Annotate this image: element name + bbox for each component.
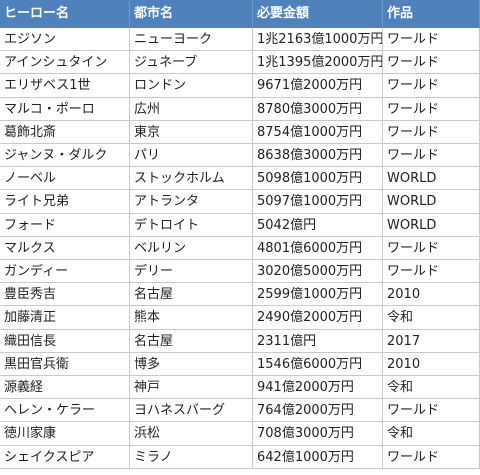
hero-name-cell: ヘレン・ケラー	[0, 399, 130, 423]
city-name-cell: デリー	[130, 260, 253, 284]
required-amount-cell: 4801億6000万円	[253, 236, 383, 260]
work-cell: 2010	[383, 352, 480, 376]
required-amount-cell: 5042億円	[253, 213, 383, 237]
work-cell: ワールド	[383, 51, 480, 75]
hero-name-cell: アインシュタイン	[0, 51, 130, 75]
hero-name-cell: 豊臣秀吉	[0, 283, 130, 307]
hero-name-cell: ノーベル	[0, 167, 130, 191]
hero-name-cell: マルクス	[0, 236, 130, 260]
work-cell: 2010	[383, 283, 480, 307]
city-name-cell: アトランタ	[130, 190, 253, 214]
city-name-cell: デトロイト	[130, 213, 253, 237]
work-cell: ワールド	[383, 260, 480, 284]
city-name-cell: ニューヨーク	[130, 28, 253, 52]
header-cell: ヒーロー名	[0, 0, 130, 28]
work-cell: 令和	[383, 422, 480, 446]
hero-name-cell: ライト兄弟	[0, 190, 130, 214]
hero-name-cell: エリザベス1世	[0, 74, 130, 98]
city-name-cell: 神戸	[130, 376, 253, 400]
work-cell: ワールド	[383, 74, 480, 98]
work-cell: ワールド	[383, 144, 480, 168]
city-name-cell: ストックホルム	[130, 167, 253, 191]
required-amount-cell: 8780億3000万円	[253, 97, 383, 121]
work-cell: WORLD	[383, 190, 480, 214]
work-cell: 令和	[383, 376, 480, 400]
city-name-cell: 博多	[130, 352, 253, 376]
required-amount-cell: 3020億5000万円	[253, 260, 383, 284]
city-name-cell: パリ	[130, 144, 253, 168]
work-cell: ワールド	[383, 28, 480, 52]
hero-name-cell: 加藤清正	[0, 306, 130, 330]
work-cell: WORLD	[383, 167, 480, 191]
required-amount-cell: 2490億2000万円	[253, 306, 383, 330]
hero-name-cell: 葛飾北斎	[0, 120, 130, 144]
hero-name-cell: 徳川家康	[0, 422, 130, 446]
city-name-cell: ロンドン	[130, 74, 253, 98]
required-amount-cell: 1兆1395億2000万円	[253, 51, 383, 75]
hero-name-cell: ジャンヌ・ダルク	[0, 144, 130, 168]
work-cell: ワールド	[383, 236, 480, 260]
work-cell: ワールド	[383, 399, 480, 423]
header-cell: 作品	[383, 0, 480, 28]
required-amount-cell: 2599億1000万円	[253, 283, 383, 307]
header-cell: 必要金額	[253, 0, 383, 28]
city-name-cell: 名古屋	[130, 329, 253, 353]
required-amount-cell: 5098億1000万円	[253, 167, 383, 191]
work-cell: 令和	[383, 306, 480, 330]
required-amount-cell: 941億2000万円	[253, 376, 383, 400]
required-amount-cell: 764億2000万円	[253, 399, 383, 423]
city-name-cell: 広州	[130, 97, 253, 121]
required-amount-cell: 642億1000万円	[253, 445, 383, 469]
city-name-cell: ヨハネスバーグ	[130, 399, 253, 423]
hero-name-cell: 織田信長	[0, 329, 130, 353]
city-name-cell: 熊本	[130, 306, 253, 330]
hero-name-cell: 黒田官兵衛	[0, 352, 130, 376]
city-name-cell: 浜松	[130, 422, 253, 446]
required-amount-cell: 1546億6000万円	[253, 352, 383, 376]
hero-name-cell: ガンディー	[0, 260, 130, 284]
required-amount-cell: 1兆2163億1000万円	[253, 28, 383, 52]
work-cell: WORLD	[383, 213, 480, 237]
required-amount-cell: 2311億円	[253, 329, 383, 353]
city-name-cell: 東京	[130, 120, 253, 144]
work-cell: ワールド	[383, 97, 480, 121]
hero-name-cell: フォード	[0, 213, 130, 237]
work-cell: 2017	[383, 329, 480, 353]
required-amount-cell: 5097億1000万円	[253, 190, 383, 214]
required-amount-cell: 8638億3000万円	[253, 144, 383, 168]
city-name-cell: ジュネーブ	[130, 51, 253, 75]
hero-name-cell: 源義経	[0, 376, 130, 400]
work-cell: ワールド	[383, 445, 480, 469]
required-amount-cell: 9671億2000万円	[253, 74, 383, 98]
hero-name-cell: マルコ・ポーロ	[0, 97, 130, 121]
required-amount-cell: 8754億1000万円	[253, 120, 383, 144]
hero-name-cell: エジソン	[0, 28, 130, 52]
header-cell: 都市名	[130, 0, 253, 28]
work-cell: ワールド	[383, 120, 480, 144]
required-amount-cell: 708億3000万円	[253, 422, 383, 446]
city-name-cell: ベルリン	[130, 236, 253, 260]
city-name-cell: ミラノ	[130, 445, 253, 469]
hero-name-cell: シェイクスピア	[0, 445, 130, 469]
city-name-cell: 名古屋	[130, 283, 253, 307]
